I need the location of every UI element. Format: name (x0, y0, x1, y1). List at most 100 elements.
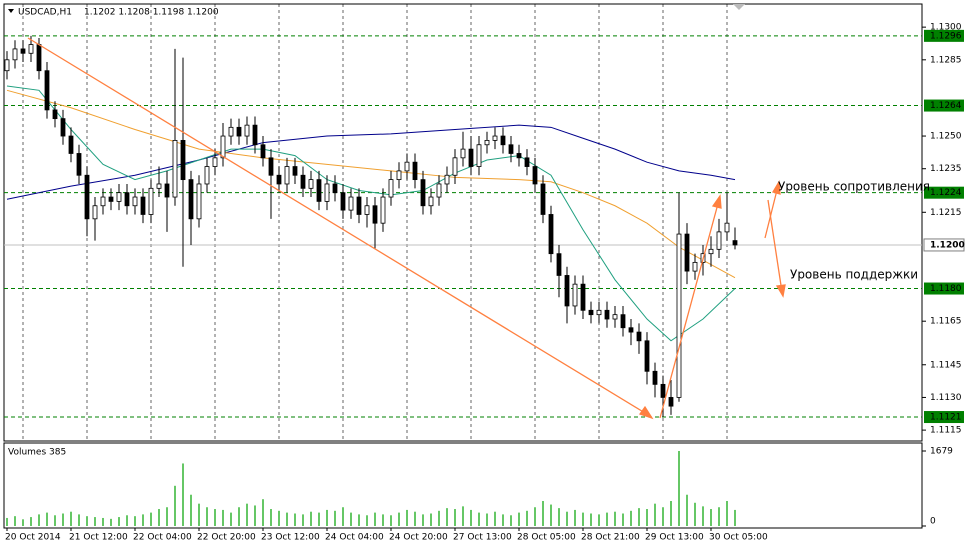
trend-arrow (659, 199, 720, 419)
candle-body (4, 59, 10, 72)
x-tick-label: 28 Oct 21:00 (581, 533, 640, 543)
x-tick-label: 30 Oct 05:00 (709, 533, 768, 543)
trend-arrow (27, 37, 651, 417)
candle-body (508, 144, 514, 154)
candle-body (380, 196, 386, 224)
candle-body (260, 144, 266, 159)
arrow-head (711, 194, 722, 209)
candle-body (228, 126, 234, 137)
candle-body (196, 183, 202, 220)
trend-arrow (764, 185, 779, 239)
candle-body (284, 166, 290, 185)
candle-body (188, 179, 194, 220)
moving-average (6, 85, 736, 342)
candle-body (316, 179, 322, 202)
x-tick-label: 28 Oct 05:00 (517, 533, 576, 543)
candle-body (124, 192, 130, 207)
candle-body (460, 148, 466, 159)
candle-body (476, 144, 482, 167)
x-tick-label: 21 Oct 12:00 (69, 533, 128, 543)
candle-body (44, 70, 50, 111)
candle-body (516, 153, 522, 159)
chart-subtitle: 1.1202 1.1208 1.1198 1.1200 (84, 8, 219, 18)
candle-body (668, 397, 674, 407)
candle-body (444, 174, 450, 185)
candle-body (572, 283, 578, 307)
candle-body (548, 214, 554, 255)
x-tick-label: 23 Oct 12:00 (261, 533, 320, 543)
candle-body (60, 118, 66, 137)
candle-body (716, 231, 722, 250)
candle-body (372, 205, 378, 224)
candle-body (204, 166, 210, 185)
candle-body (172, 140, 178, 198)
candle-body (484, 140, 490, 146)
candle-body (292, 166, 298, 176)
candle-body (76, 153, 82, 176)
price-frame (3, 3, 923, 442)
candle-body (340, 192, 346, 211)
y-tick-label: 1.1145 (930, 360, 962, 370)
current-price-box (923, 238, 965, 252)
candle-body (28, 44, 34, 54)
moving-average (6, 124, 736, 200)
candle-body (612, 314, 618, 320)
y-tick-label: 0 (930, 517, 936, 527)
candle-body (268, 157, 274, 176)
candle-body (676, 233, 682, 398)
candle-body (100, 196, 106, 207)
candle-body (452, 157, 458, 176)
candle-body (116, 192, 122, 202)
x-tick-label: 20 Oct 2014 (5, 533, 61, 543)
level-label: 1.1121 (930, 413, 962, 423)
candle-body (252, 124, 258, 146)
candle-body (636, 331, 642, 342)
y-tick-label: 1.1235 (930, 164, 962, 174)
candle-body (524, 157, 530, 167)
candle-body (68, 135, 74, 154)
level-box (924, 282, 964, 295)
candle-body (468, 148, 474, 167)
candle-body (36, 44, 42, 72)
y-tick-label: 1.1130 (930, 393, 962, 403)
candle-body (212, 157, 218, 167)
drawn-objects (27, 37, 786, 420)
x-tick-label: 22 Oct 20:00 (197, 533, 256, 543)
volume-title: Volumes 385 (8, 448, 66, 458)
y-tick-label: 1679 (930, 447, 953, 457)
candle-body (92, 205, 98, 220)
candle-body (300, 174, 306, 189)
candle-body (220, 135, 226, 159)
candle-body (556, 253, 562, 276)
level-box (924, 99, 964, 112)
candle-body (132, 196, 138, 207)
arrow-head (638, 405, 654, 420)
y-tick-label: 1.1165 (930, 317, 962, 327)
candle-body (540, 183, 546, 215)
candle-body (156, 183, 162, 189)
candle-body (244, 124, 250, 137)
volume-frame (3, 442, 923, 529)
candle-body (708, 248, 714, 255)
candle-body (148, 187, 154, 215)
arrow-head (775, 284, 786, 298)
candle-body (180, 140, 186, 181)
candle-body (564, 275, 570, 307)
candle-body (364, 205, 370, 215)
candle-body (20, 48, 26, 54)
y-tick-label: 1.1115 (930, 426, 962, 436)
candle-body (12, 48, 18, 61)
arrow-head (772, 179, 781, 195)
moving-average (6, 89, 736, 279)
level-box (924, 29, 964, 42)
x-tick-label: 22 Oct 04:00 (133, 533, 192, 543)
candle-body (580, 283, 586, 311)
trend-arrow (767, 199, 783, 293)
candle-body (532, 166, 538, 185)
annotation: Уровень поддержки (790, 268, 918, 282)
y-tick-label: 1.1300 (930, 23, 962, 33)
x-tick-label: 27 Oct 13:00 (453, 533, 512, 543)
candle-body (348, 196, 354, 211)
